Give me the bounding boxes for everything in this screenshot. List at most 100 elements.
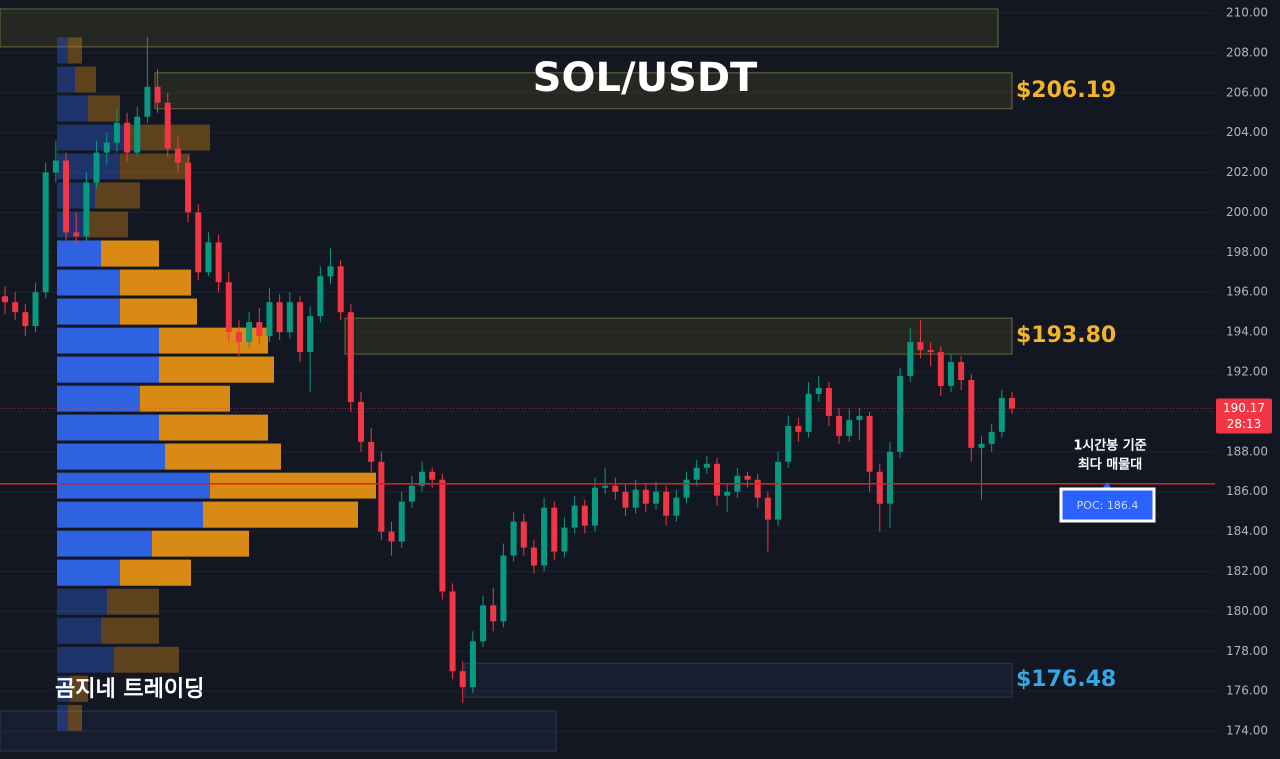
candle-body bbox=[154, 86, 161, 103]
volume-sell bbox=[95, 182, 140, 209]
candle-body bbox=[652, 491, 659, 504]
candle-body bbox=[408, 485, 415, 502]
y-tick-label: 186.00 bbox=[1226, 484, 1268, 498]
volume-sell bbox=[101, 240, 159, 267]
volume-sell bbox=[120, 559, 191, 586]
candle-body bbox=[947, 362, 954, 386]
candle-body bbox=[612, 485, 619, 492]
candle-body bbox=[591, 487, 598, 526]
candle-body bbox=[307, 316, 314, 353]
volume-buy bbox=[57, 530, 152, 557]
candle-body bbox=[480, 605, 487, 642]
volume-buy bbox=[57, 298, 120, 325]
y-tick-label: 178.00 bbox=[1226, 644, 1268, 658]
volume-sell bbox=[88, 95, 120, 122]
candle-body bbox=[83, 182, 90, 237]
zone bbox=[0, 710, 557, 752]
volume-buy bbox=[57, 211, 88, 238]
y-tick-label: 182.00 bbox=[1226, 564, 1268, 578]
volume-buy bbox=[57, 240, 101, 267]
candle-body bbox=[673, 497, 680, 516]
candle-body bbox=[144, 86, 151, 117]
candle-body bbox=[449, 591, 456, 672]
volume-sell bbox=[203, 501, 358, 528]
candle-body bbox=[286, 302, 293, 333]
y-tick-label: 204.00 bbox=[1226, 125, 1268, 139]
candle-body bbox=[235, 332, 242, 343]
poc-label: POC: 186.4 bbox=[1077, 499, 1139, 512]
volume-sell bbox=[88, 211, 128, 238]
volume-sell bbox=[107, 588, 159, 615]
candle-body bbox=[744, 475, 751, 480]
watermark: 곰지네 트레이딩 bbox=[55, 677, 204, 702]
volume-sell bbox=[210, 472, 376, 499]
y-tick-label: 184.00 bbox=[1226, 524, 1268, 538]
candle-body bbox=[917, 342, 924, 351]
candle-body bbox=[724, 491, 731, 496]
candle-body bbox=[490, 605, 497, 622]
last-price-box bbox=[1216, 398, 1272, 434]
candle-body bbox=[358, 401, 365, 442]
poc-box bbox=[1059, 487, 1156, 523]
candle-body bbox=[581, 505, 588, 526]
y-tick-label: 188.00 bbox=[1226, 444, 1268, 458]
candle-body bbox=[174, 148, 181, 163]
candle-body bbox=[469, 641, 476, 688]
candle-body bbox=[642, 489, 649, 504]
y-tick-label: 200.00 bbox=[1226, 205, 1268, 219]
volume-sell bbox=[68, 704, 82, 731]
candle-body bbox=[347, 312, 354, 402]
candle-body bbox=[805, 393, 812, 432]
candle-body bbox=[836, 415, 843, 436]
volume-sell bbox=[159, 414, 268, 441]
candle-body bbox=[368, 441, 375, 462]
candle-body bbox=[327, 266, 334, 277]
volume-buy bbox=[57, 472, 210, 499]
candle-body bbox=[276, 302, 283, 333]
candle-body bbox=[256, 322, 263, 337]
zone bbox=[344, 317, 1013, 355]
candle-body bbox=[775, 461, 782, 520]
chart-title: SOL/USDT bbox=[533, 55, 758, 101]
candle-body bbox=[419, 471, 426, 486]
candle-body bbox=[703, 463, 710, 468]
zone bbox=[154, 72, 1013, 110]
candle-body bbox=[561, 527, 568, 552]
volume-buy bbox=[57, 269, 120, 296]
candle-body bbox=[571, 505, 578, 528]
candle-body bbox=[378, 461, 385, 532]
candle-body bbox=[296, 302, 303, 353]
poc-note: 1시간봉 기준 bbox=[1073, 438, 1146, 454]
candle-body bbox=[978, 443, 985, 448]
candle-body bbox=[134, 116, 141, 153]
candle-body bbox=[825, 387, 832, 416]
candle-body bbox=[958, 362, 965, 380]
volume-sell bbox=[68, 37, 82, 64]
y-tick-label: 196.00 bbox=[1226, 285, 1268, 299]
candle-body bbox=[246, 322, 253, 343]
y-tick-label: 176.00 bbox=[1226, 684, 1268, 698]
candle-body bbox=[22, 312, 29, 327]
candle-body bbox=[785, 425, 792, 462]
candle-body bbox=[63, 160, 70, 233]
candle-body bbox=[2, 296, 8, 303]
candle-body bbox=[683, 479, 690, 498]
candle-body bbox=[754, 479, 761, 498]
candle-body bbox=[124, 122, 131, 153]
y-tick-label: 210.00 bbox=[1226, 5, 1268, 19]
zone-label: $193.80 bbox=[1016, 323, 1116, 348]
candle-body bbox=[225, 282, 232, 333]
candle-body bbox=[693, 467, 700, 480]
candle-body bbox=[337, 266, 344, 313]
y-tick-label: 192.00 bbox=[1226, 365, 1268, 379]
candle-body bbox=[510, 521, 517, 556]
volume-sell bbox=[114, 646, 179, 673]
volume-sell bbox=[120, 298, 197, 325]
candle-body bbox=[551, 507, 558, 552]
volume-buy bbox=[57, 559, 120, 586]
candle-body bbox=[12, 302, 19, 313]
candle-body bbox=[541, 507, 548, 566]
volume-sell bbox=[70, 675, 88, 702]
candle-body bbox=[185, 162, 192, 213]
